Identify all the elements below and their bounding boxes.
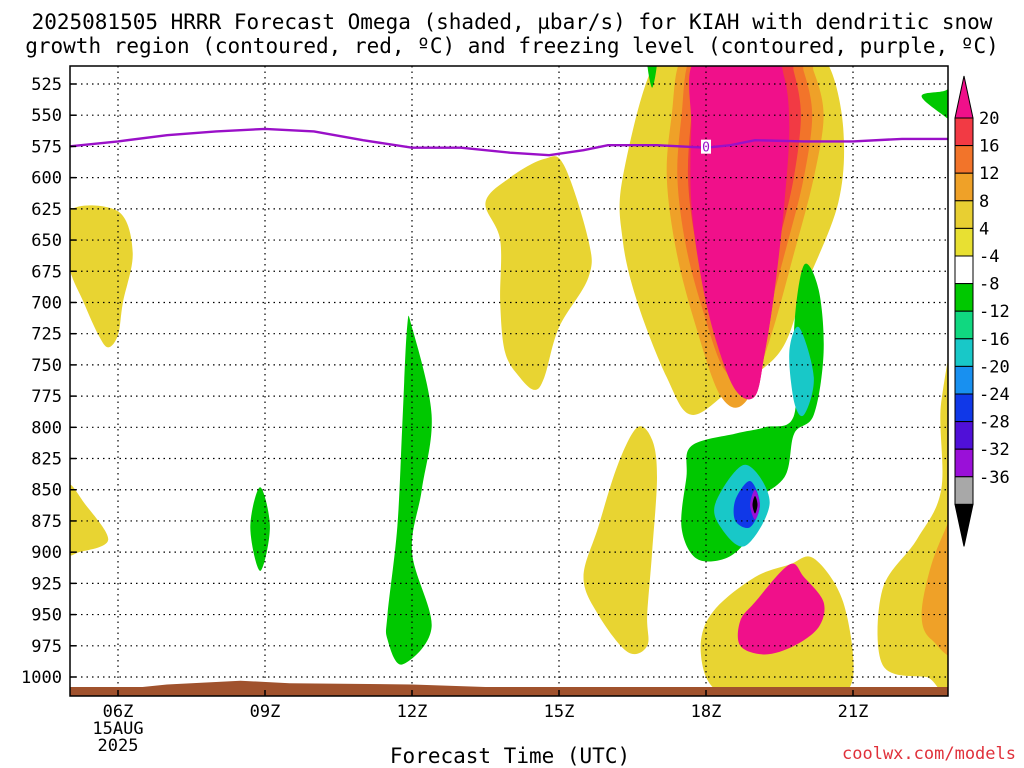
colorbar-bottom-triangle (954, 503, 974, 547)
y-tick-label-950: 950 (31, 606, 62, 626)
y-tick-label-900: 900 (31, 543, 62, 563)
colorbar-label-1: 20 (979, 109, 999, 129)
omega-region-13 (250, 487, 270, 571)
y-tick-label-1000: 1000 (21, 668, 62, 688)
omega-region-14 (647, 66, 657, 88)
omega-region-16 (681, 263, 824, 562)
colorbar-box-3 (954, 172, 974, 202)
plot-frame (69, 65, 949, 697)
colorbar-label-3: 12 (979, 164, 999, 184)
x-tick-label-12Z: 12Z (397, 702, 428, 722)
x-tick-label-15Z: 15Z (544, 702, 575, 722)
omega-core-max (689, 66, 790, 400)
y-tick-label-825: 825 (31, 450, 62, 470)
y-tick-label-550: 550 (31, 106, 62, 126)
colorbar-label-13: -32 (979, 440, 1010, 460)
x-tick-label-21Z: 21Z (838, 702, 869, 722)
y-tick-label-700: 700 (31, 293, 62, 313)
colorbar-label-6: -4 (979, 247, 999, 267)
colorbar-box-7 (954, 283, 974, 312)
axes: 525 550 575 600 625 650 675 700 725 750 775 800 825 8… (21, 65, 949, 756)
y-tick-label-525: 525 (31, 75, 62, 95)
colorbar-box-5 (954, 227, 974, 257)
colorbar-label-8: -12 (979, 302, 1010, 322)
y-tick-label-725: 725 (31, 325, 62, 345)
colorbar-label-12: -28 (979, 413, 1010, 433)
colorbar-box-8 (954, 310, 974, 340)
colorbar-label-9: -16 (979, 330, 1010, 350)
y-tick-label-750: 750 (31, 356, 62, 376)
omega-region-9 (737, 563, 825, 655)
colorbar-box-11 (954, 393, 974, 423)
colorbar-box-10 (954, 365, 974, 395)
freezing-level-label-bg (701, 139, 711, 154)
colorbar-box-9 (954, 338, 974, 367)
freezing-level-label: 0 (702, 141, 710, 156)
y-tick-label-975: 975 (31, 637, 62, 657)
y-tick-label-625: 625 (31, 200, 62, 220)
terrain (70, 680, 948, 696)
x-tick-label-09Z: 09Z (250, 702, 281, 722)
colorbar-label-10: -20 (979, 357, 1010, 377)
y-tick-label-600: 600 (31, 169, 62, 189)
colorbar-box-13 (954, 448, 974, 478)
x-date-label-2: 2025 (98, 736, 139, 756)
omega-region-11 (921, 522, 948, 656)
y-tick-label-675: 675 (31, 262, 62, 282)
omega-region-17 (789, 326, 814, 417)
site-watermark: coolwx.com/models (842, 744, 1016, 764)
y-tick-label-925: 925 (31, 574, 62, 594)
x-date-label-1: 15AUG (92, 719, 143, 739)
omega-region-12 (385, 315, 432, 665)
chart-title-line-2: growth region (contoured, red, ºC) and f… (25, 34, 999, 58)
colorbar-box-4 (954, 200, 974, 229)
y-tick-label-575: 575 (31, 137, 62, 157)
colorbar-label-4: 8 (979, 192, 989, 212)
plot-content: 0 (70, 66, 948, 696)
colorbar: 20 16 12 8 4 -4 -8 -12 -16 -20 -24 -28 -32 -36 (954, 75, 1010, 547)
freezing-level-line (70, 127, 948, 157)
colorbar-box-1 (954, 117, 974, 147)
chart-title-line-1: 2025081505 HRRR Forecast Omega (shaded, … (31, 10, 993, 34)
colorbar-label-7: -8 (979, 275, 999, 295)
omega-region-2 (70, 484, 109, 556)
colorbar-box-14 (954, 476, 974, 505)
colorbar-label-11: -24 (979, 385, 1010, 405)
y-tick-label-800: 800 (31, 418, 62, 438)
x-axis-label: Forecast Time (UTC) (389, 744, 631, 768)
colorbar-label-5: 4 (979, 219, 989, 239)
colorbar-label-2: 16 (979, 137, 999, 157)
colorbar-box-6 (954, 255, 974, 285)
omega-region-7 (583, 426, 657, 655)
y-tick-label-775: 775 (31, 387, 62, 407)
y-tick-label-875: 875 (31, 512, 62, 532)
omega-region-15 (921, 88, 948, 119)
colorbar-label-14: -36 (979, 468, 1010, 488)
colorbar-box-2 (954, 145, 974, 174)
plot-area: 0 (70, 66, 948, 696)
y-tick-label-850: 850 (31, 481, 62, 501)
x-tick-label-06Z: 06Z (103, 702, 134, 722)
colorbar-box-12 (954, 421, 974, 450)
x-tick-label-18Z: 18Z (691, 702, 722, 722)
omega-region-3 (485, 156, 592, 390)
omega-region-1 (70, 205, 133, 348)
colorbar-top-triangle (954, 75, 974, 119)
y-tick-label-650: 650 (31, 231, 62, 251)
omega-region-21 (752, 496, 758, 514)
